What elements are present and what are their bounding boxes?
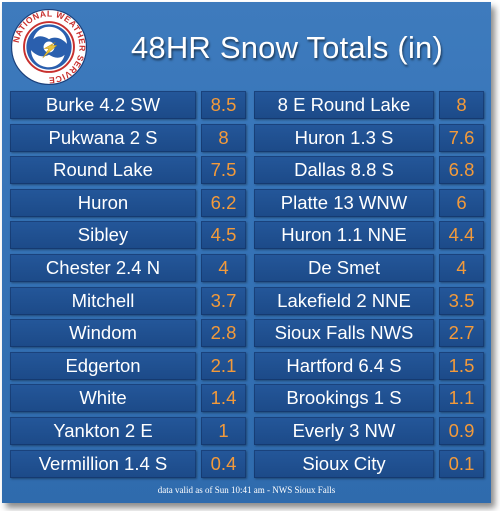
location-label: Huron 1.3 S — [254, 124, 434, 152]
location-label: Chester 2.4 N — [10, 254, 196, 282]
snow-total-value: 0.4 — [201, 450, 246, 478]
nws-logo-icon: NATIONAL WEATHER SERVICE — [11, 9, 87, 86]
location-label: Platte 13 WNW — [254, 189, 434, 217]
location-label: Mitchell — [10, 287, 196, 315]
location-label: Hartford 6.4 S — [254, 352, 434, 380]
snow-total-value: 4.5 — [201, 221, 246, 249]
snow-total-value: 4 — [439, 254, 484, 282]
snow-total-value: 3.5 — [439, 287, 484, 315]
location-label: Windom — [10, 319, 196, 347]
snow-total-value: 0.1 — [439, 450, 484, 478]
data-valid-footer: data valid as of Sun 10:41 am - NWS Siou… — [157, 485, 336, 495]
location-label: Yankton 2 E — [10, 417, 196, 445]
location-label: Dallas 8.8 S — [254, 156, 434, 184]
location-label: Burke 4.2 SW — [10, 91, 196, 119]
snow-total-value: 8 — [439, 91, 484, 119]
location-label: Sioux Falls NWS — [254, 319, 434, 347]
location-label: Everly 3 NW — [254, 417, 434, 445]
snow-total-value: 1.1 — [439, 384, 484, 412]
snow-total-value: 1 — [201, 417, 246, 445]
location-label: De Smet — [254, 254, 434, 282]
snow-total-value: 6 — [439, 189, 484, 217]
snow-total-value: 2.7 — [439, 319, 484, 347]
location-label: Sibley — [10, 221, 196, 249]
snow-total-value: 3.7 — [201, 287, 246, 315]
snow-total-value: 7.5 — [201, 156, 246, 184]
snow-total-value: 0.9 — [439, 417, 484, 445]
location-label: Vermillion 1.4 S — [10, 450, 196, 478]
location-label: Round Lake — [10, 156, 196, 184]
snow-total-value: 4 — [201, 254, 246, 282]
location-label: Edgerton — [10, 352, 196, 380]
snow-total-value: 7.6 — [439, 124, 484, 152]
snow-total-value: 6.2 — [201, 189, 246, 217]
location-label: Huron 1.1 NNE — [254, 221, 434, 249]
location-label: Brookings 1 S — [254, 384, 434, 412]
location-label: 8 E Round Lake — [254, 91, 434, 119]
snow-total-value: 8 — [201, 124, 246, 152]
snow-total-value: 4.4 — [439, 221, 484, 249]
location-label: White — [10, 384, 196, 412]
location-label: Sioux City — [254, 450, 434, 478]
snow-total-value: 1.5 — [439, 352, 484, 380]
snow-totals-panel: NATIONAL WEATHER SERVICE 48HR Snow Total… — [2, 2, 491, 503]
snow-total-value: 1.4 — [201, 384, 246, 412]
snow-total-value: 8.5 — [201, 91, 246, 119]
location-label: Lakefield 2 NNE — [254, 287, 434, 315]
location-label: Huron — [10, 189, 196, 217]
location-label: Pukwana 2 S — [10, 124, 196, 152]
page-title: 48HR Snow Totals (in) — [130, 30, 444, 65]
snow-total-value: 2.1 — [201, 352, 246, 380]
snow-total-value: 6.8 — [439, 156, 484, 184]
snow-total-value: 2.8 — [201, 319, 246, 347]
